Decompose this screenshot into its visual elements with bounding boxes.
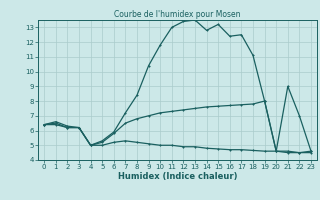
Title: Courbe de l'humidex pour Mosen: Courbe de l'humidex pour Mosen [114, 10, 241, 19]
X-axis label: Humidex (Indice chaleur): Humidex (Indice chaleur) [118, 172, 237, 181]
